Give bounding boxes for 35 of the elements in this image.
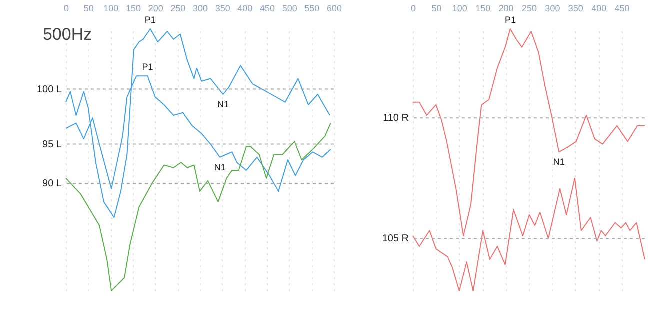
- annotation: P1: [504, 15, 516, 25]
- x-tick-label: 600: [326, 4, 342, 14]
- ref-line-label: 100 L: [36, 84, 62, 96]
- ref-line-label: 105 R: [382, 234, 409, 245]
- ref-line-label: 110 R: [383, 113, 409, 124]
- ref-line-label: 95 L: [42, 139, 62, 150]
- x-tick-label: 100: [104, 4, 119, 14]
- x-tick-label: 200: [498, 4, 514, 14]
- x-tick-label: 300: [545, 4, 560, 14]
- x-tick-label: 150: [476, 4, 491, 14]
- x-tick-label: 50: [84, 4, 94, 14]
- chart-title: 500Hz: [42, 25, 92, 44]
- x-tick-label: 250: [170, 4, 186, 14]
- x-tick-label: 550: [304, 4, 320, 14]
- x-tick-label: 450: [614, 4, 630, 14]
- x-tick-label: 350: [215, 4, 230, 14]
- x-tick-label: 350: [568, 4, 584, 14]
- annotation: P1: [142, 62, 154, 72]
- annotation: P1: [144, 15, 156, 25]
- x-tick-label: 150: [126, 4, 142, 14]
- x-tick-label: 50: [432, 4, 442, 14]
- x-tick-label: 300: [192, 4, 208, 14]
- x-tick-label: 200: [148, 4, 164, 14]
- annotation: N1: [217, 100, 229, 110]
- x-tick-label: 250: [522, 4, 538, 14]
- x-tick-label: 0: [64, 4, 70, 14]
- x-tick-label: 100: [452, 4, 468, 14]
- x-tick-label: 0: [410, 4, 416, 14]
- x-tick-label: 450: [260, 4, 276, 14]
- annotation: N1: [214, 162, 226, 172]
- x-tick-label: 400: [238, 4, 253, 14]
- x-tick-label: 400: [592, 4, 607, 14]
- annotation: N1: [553, 157, 565, 168]
- ref-line-label: 90 L: [42, 178, 62, 190]
- x-tick-label: 500: [282, 4, 298, 14]
